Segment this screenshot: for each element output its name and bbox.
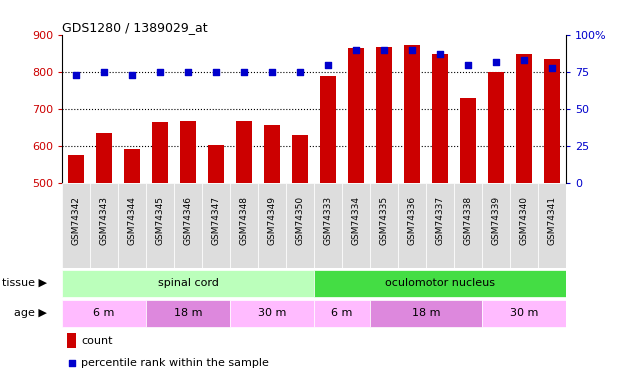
Bar [118,183,146,268]
Point [351,47,361,53]
Text: tissue ▶: tissue ▶ [2,278,47,288]
Bar [96,133,112,183]
Point [211,69,221,75]
Bar [62,183,90,268]
Point [491,58,501,64]
Text: 6 m: 6 m [332,308,353,318]
Point [547,64,557,70]
Bar [370,300,482,327]
Bar [68,155,84,183]
Text: 18 m: 18 m [174,308,202,318]
Text: 6 m: 6 m [93,308,115,318]
Point [407,47,417,53]
Bar [398,183,426,268]
Bar [146,300,230,327]
Text: GSM74348: GSM74348 [240,196,248,245]
Bar [174,183,202,268]
Text: GSM74335: GSM74335 [379,196,389,245]
Point [295,69,305,75]
Bar [265,124,279,183]
Point [323,62,333,68]
Bar [124,149,140,183]
Text: GSM74346: GSM74346 [183,196,193,245]
Text: GSM74336: GSM74336 [407,196,417,245]
Text: GSM74350: GSM74350 [296,196,304,245]
Text: GSM74339: GSM74339 [491,196,501,245]
Text: age ▶: age ▶ [14,308,47,318]
Text: count: count [81,336,112,346]
Point [267,69,277,75]
Bar [230,300,314,327]
Text: GSM74345: GSM74345 [155,196,165,245]
Bar [237,121,252,183]
Bar [152,122,168,183]
Text: GDS1280 / 1389029_at: GDS1280 / 1389029_at [62,21,207,34]
Text: 30 m: 30 m [258,308,286,318]
Bar [432,54,448,183]
Bar [180,121,196,183]
Text: GSM74340: GSM74340 [520,196,528,245]
Point [99,69,109,75]
Text: GSM74333: GSM74333 [324,196,332,245]
Bar [426,183,454,268]
Bar [488,72,504,183]
Point [396,258,406,264]
Text: GSM74341: GSM74341 [548,196,556,245]
Bar [62,270,314,297]
Text: 30 m: 30 m [510,308,538,318]
Bar [404,45,420,183]
Bar [376,47,392,183]
Point [379,47,389,53]
Bar [146,183,174,268]
Bar [510,183,538,268]
Bar [202,183,230,268]
Bar [370,183,398,268]
Bar [90,183,118,268]
Bar [320,76,336,183]
Point [71,72,81,78]
Bar [482,300,566,327]
Bar [258,183,286,268]
Point [435,51,445,57]
Bar [67,333,76,348]
Bar [314,183,342,268]
Point [127,72,137,78]
Bar [62,300,146,327]
Text: spinal cord: spinal cord [158,278,219,288]
Text: oculomotor nucleus: oculomotor nucleus [385,278,495,288]
Bar [286,183,314,268]
Text: GSM74337: GSM74337 [435,196,445,245]
Text: GSM74334: GSM74334 [351,196,361,245]
Bar [208,145,224,183]
Text: GSM74338: GSM74338 [463,196,473,245]
Point [239,69,249,75]
Text: GSM74343: GSM74343 [99,196,109,245]
Point [463,62,473,68]
Bar [516,54,532,183]
Bar [544,59,560,183]
Bar [538,183,566,268]
Bar [482,183,510,268]
Text: GSM74349: GSM74349 [268,196,276,245]
Text: percentile rank within the sample: percentile rank within the sample [81,358,269,368]
Bar [460,98,476,183]
Text: GSM74347: GSM74347 [212,196,220,245]
Bar [342,183,370,268]
Bar [314,300,370,327]
Bar [314,270,566,297]
Bar [230,183,258,268]
Bar [348,48,364,183]
Text: 18 m: 18 m [412,308,440,318]
Point [183,69,193,75]
Point [155,69,165,75]
Point [519,57,529,63]
Bar [292,135,307,183]
Bar [454,183,482,268]
Text: GSM74342: GSM74342 [71,196,81,244]
Text: GSM74344: GSM74344 [127,196,137,244]
